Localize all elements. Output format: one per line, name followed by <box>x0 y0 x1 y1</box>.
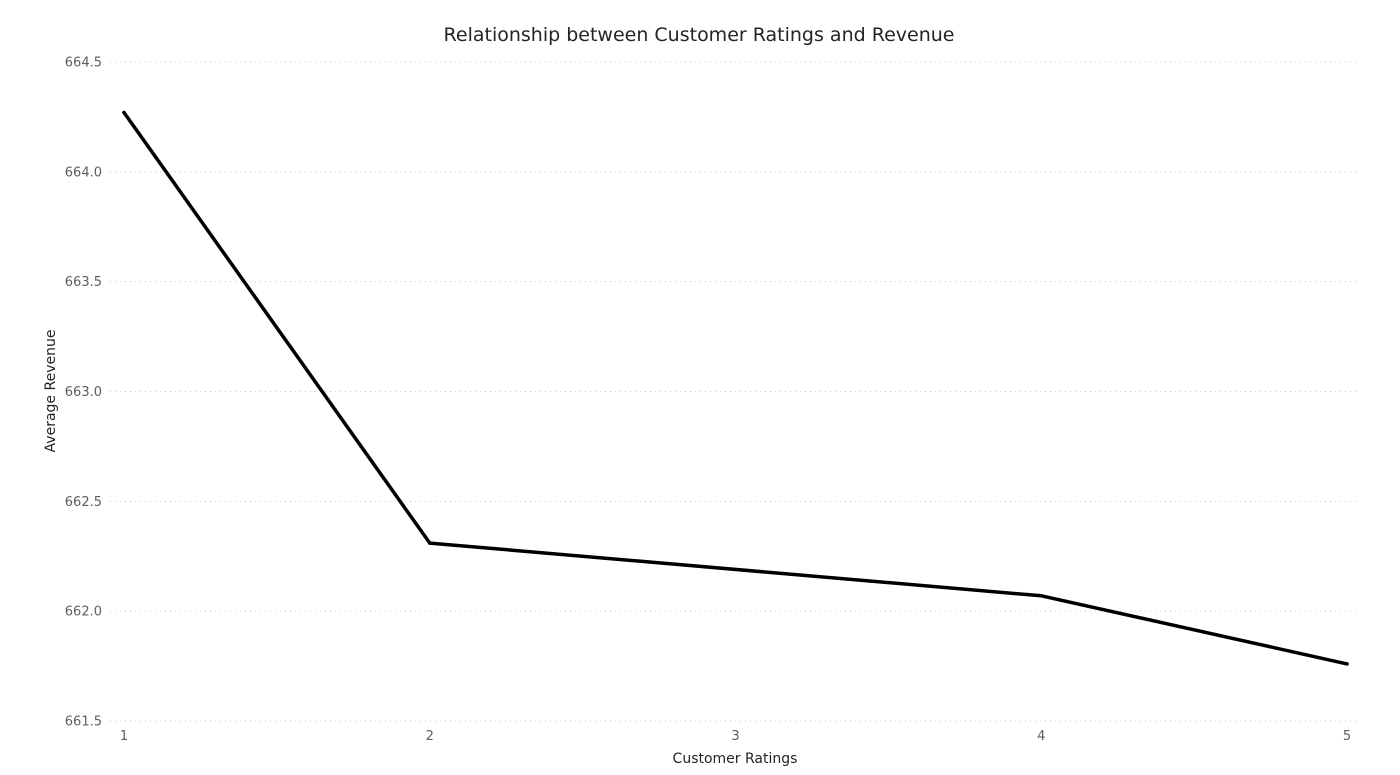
data-point <box>1345 662 1349 666</box>
series-line <box>122 110 1349 666</box>
data-point <box>1039 594 1043 598</box>
y-tick-label: 662.0 <box>65 605 102 620</box>
x-axis-title: Customer Ratings <box>673 751 798 767</box>
data-point <box>428 541 432 545</box>
x-tick-label: 2 <box>426 729 434 744</box>
series-layer <box>122 110 1349 666</box>
x-tick-label: 4 <box>1037 729 1045 744</box>
y-tick-label: 663.0 <box>65 385 102 400</box>
gridlines <box>110 61 1360 722</box>
chart-title: Relationship between Customer Ratings an… <box>444 24 955 46</box>
y-tick-label: 662.5 <box>65 495 102 510</box>
x-tick-label: 3 <box>731 729 739 744</box>
data-point <box>122 110 126 115</box>
y-tick-label: 663.5 <box>65 275 102 290</box>
y-tick-label: 664.5 <box>65 56 102 71</box>
y-tick-label: 664.0 <box>65 165 102 180</box>
y-tick-label: 661.5 <box>65 715 102 730</box>
x-tick-label: 1 <box>120 729 128 744</box>
y-axis-tick-labels: 664.5 664.0 663.5 663.0 662.5 662.0 661.5 <box>65 56 102 730</box>
x-tick-label: 5 <box>1343 729 1351 744</box>
x-axis-tick-labels: 1 2 3 4 5 <box>120 729 1351 744</box>
y-axis-title: Average Revenue <box>43 330 59 453</box>
